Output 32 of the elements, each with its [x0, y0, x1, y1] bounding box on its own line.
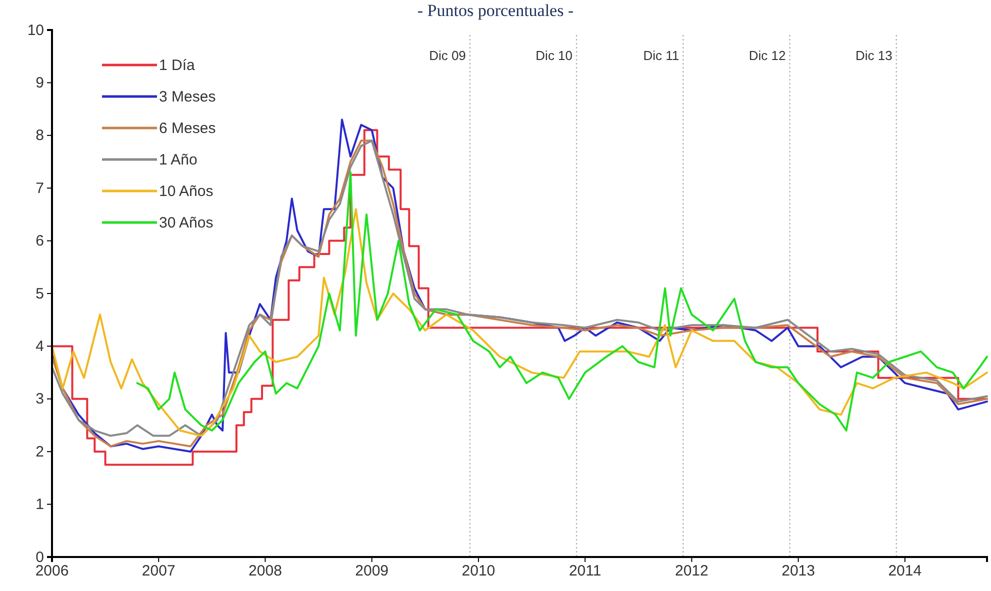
- ref-line-label: Dic 09: [429, 48, 466, 63]
- y-tick-label: 4: [36, 338, 44, 355]
- legend-label: 1 Día: [159, 57, 196, 74]
- ref-line-label: Dic 13: [856, 48, 892, 63]
- y-tick-label: 9: [36, 74, 44, 92]
- chart-title: - Puntos porcentuales -: [417, 1, 574, 20]
- ref-line-label: Dic 11: [643, 48, 680, 63]
- x-tick-label: 2009: [355, 562, 389, 580]
- y-tick-label: 8: [36, 127, 44, 144]
- x-tick-label: 2014: [888, 562, 922, 580]
- y-tick-label: 6: [36, 232, 44, 250]
- legend-label: 1 Año: [159, 152, 198, 168]
- legend-label: 30 Años: [159, 214, 214, 232]
- x-tick-label: 2010: [462, 562, 496, 580]
- ref-line-label: Dic 10: [536, 48, 573, 63]
- x-tick-label: 2007: [142, 562, 176, 580]
- legend-label: 6 Meses: [159, 120, 216, 137]
- y-tick-label: 2: [36, 443, 44, 460]
- line-series: [51, 208, 988, 437]
- y-tick-label: 3: [36, 390, 44, 408]
- x-tick-label: 2013: [782, 562, 815, 580]
- x-tick-label: 2008: [248, 562, 282, 580]
- ref-line-label: Dic 12: [748, 48, 786, 63]
- line-series: [136, 171, 988, 432]
- x-tick-label: 2011: [568, 562, 602, 580]
- x-tick-label: 2012: [674, 562, 708, 580]
- y-tick-label: 5: [36, 285, 44, 302]
- legend-label: 10 Años: [159, 183, 214, 200]
- legend-label: 3 Meses: [159, 88, 216, 106]
- y-tick-label: 10: [27, 22, 44, 39]
- y-tick-label: 7: [36, 180, 44, 197]
- y-tick-label: 1: [36, 496, 44, 514]
